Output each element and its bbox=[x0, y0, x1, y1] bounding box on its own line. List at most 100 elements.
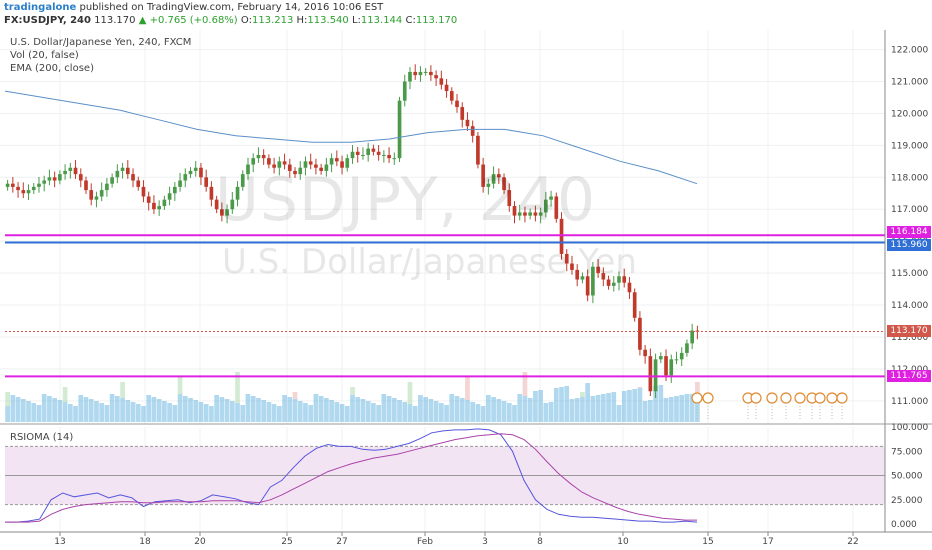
volume-bar bbox=[31, 403, 37, 422]
volume-bar bbox=[41, 394, 47, 422]
volume-bar bbox=[52, 398, 57, 422]
time-tick-label: 13 bbox=[54, 537, 65, 547]
candle-body bbox=[282, 161, 287, 165]
candle-body bbox=[679, 352, 684, 360]
volume-bar bbox=[695, 393, 700, 422]
candle-body bbox=[204, 177, 209, 187]
candle-body bbox=[622, 276, 627, 283]
candle-body bbox=[465, 119, 470, 127]
candle-body bbox=[638, 317, 642, 350]
volume-bar bbox=[527, 398, 533, 422]
candle-body bbox=[329, 158, 334, 165]
price-tick-label: 122.000 bbox=[891, 46, 928, 56]
economic-event-icon[interactable] bbox=[766, 392, 778, 404]
publish-info: tradingalone published on TradingView.co… bbox=[4, 2, 383, 13]
volume-bar bbox=[553, 388, 559, 422]
volume-bar bbox=[465, 377, 470, 400]
candle-body bbox=[324, 164, 329, 171]
volume-bar bbox=[371, 403, 376, 422]
volume-bar bbox=[543, 403, 549, 422]
candle-body bbox=[209, 186, 214, 200]
candle-body bbox=[319, 167, 323, 171]
economic-event-icon[interactable] bbox=[780, 392, 792, 404]
volume-bar bbox=[381, 394, 387, 422]
candle-body bbox=[517, 212, 522, 216]
candle-body bbox=[413, 71, 418, 76]
level-label-116: 116.184 bbox=[887, 226, 931, 238]
candle-body bbox=[11, 183, 15, 187]
volume-bar bbox=[88, 399, 94, 422]
volume-bar bbox=[491, 397, 496, 422]
volume-bar bbox=[512, 405, 517, 422]
time-tick-label: 10 bbox=[617, 537, 629, 547]
volume-bar bbox=[146, 395, 152, 422]
volume-bar bbox=[355, 397, 361, 422]
candle-body bbox=[58, 174, 62, 181]
volume-bar bbox=[261, 400, 267, 422]
economic-event-icon[interactable] bbox=[702, 392, 714, 404]
economic-event-icon[interactable] bbox=[750, 392, 762, 404]
economic-event-icon[interactable] bbox=[794, 392, 806, 404]
ema-legend[interactable]: EMA (200, close) bbox=[10, 63, 94, 74]
volume-bar bbox=[182, 396, 188, 422]
volume-bar bbox=[235, 403, 240, 422]
candle-body bbox=[366, 148, 371, 155]
candle-body bbox=[418, 71, 423, 76]
symbol-watermark: USDJPY, 240 bbox=[215, 165, 597, 235]
candle-body bbox=[350, 151, 355, 159]
volume-bar bbox=[470, 402, 476, 422]
volume-bar bbox=[397, 400, 402, 422]
candle-body bbox=[533, 212, 538, 216]
economic-event-icon[interactable] bbox=[691, 392, 703, 404]
candle-body bbox=[167, 193, 172, 200]
price-tick-label: 117.000 bbox=[891, 205, 928, 215]
price-tick-label: 120.000 bbox=[891, 109, 928, 119]
candle-body bbox=[120, 167, 125, 171]
candle-body bbox=[230, 199, 235, 210]
volume-bar bbox=[658, 385, 664, 422]
candle-body bbox=[664, 356, 668, 376]
rsi-axis[interactable]: 100.000 75.000 50.000 25.000 0.000 bbox=[891, 423, 928, 530]
volume-bar bbox=[114, 396, 120, 422]
candle-body bbox=[423, 71, 428, 73]
volume-bar bbox=[62, 387, 68, 402]
volume-bar bbox=[292, 392, 298, 399]
candle-body bbox=[193, 167, 198, 171]
low-label: L: bbox=[351, 15, 361, 26]
economic-event-icon[interactable] bbox=[826, 392, 838, 404]
economic-event-icon[interactable] bbox=[814, 392, 826, 404]
symbol-info: FX:USDJPY, 240 113.170 ▲ +0.765 (+0.68%)… bbox=[4, 15, 458, 26]
volume-bar bbox=[653, 386, 658, 422]
rsi-legend[interactable]: RSIOMA (14) bbox=[10, 432, 74, 443]
volume-bar bbox=[203, 404, 209, 422]
vol-legend[interactable]: Vol (20, false) bbox=[10, 50, 79, 61]
time-axis[interactable]: 13 18 20 25 27 Feb 3 8 10 15 17 22 bbox=[54, 532, 859, 547]
volume-bar bbox=[402, 402, 408, 422]
candle-body bbox=[382, 154, 386, 156]
volume-bar bbox=[496, 399, 502, 422]
level-label-115: 115.960 bbox=[887, 239, 931, 251]
candle-body bbox=[115, 170, 120, 178]
volume-bar bbox=[292, 399, 298, 422]
open-value: 113.213 bbox=[251, 15, 294, 26]
open-label: O: bbox=[240, 15, 252, 26]
time-tick-label: 22 bbox=[847, 537, 858, 547]
volume-bar bbox=[339, 404, 345, 422]
high-value: 113.540 bbox=[307, 15, 349, 26]
candle-body bbox=[658, 356, 663, 360]
volume-bar bbox=[188, 398, 193, 422]
chart-title: U.S. Dollar/Japanese Yen, 240, FXCM bbox=[10, 37, 192, 48]
author-link[interactable]: tradingalone bbox=[4, 2, 77, 13]
volume-bar bbox=[198, 402, 204, 422]
volume-bar bbox=[99, 403, 105, 422]
volume-bar bbox=[130, 402, 136, 422]
candle-body bbox=[523, 212, 527, 216]
candle-body bbox=[580, 276, 585, 280]
candle-body bbox=[434, 75, 438, 79]
volume-bar bbox=[83, 397, 89, 422]
candle-body bbox=[141, 186, 146, 197]
volume-bar bbox=[245, 394, 251, 422]
chart-canvas[interactable]: 122.000 121.000 120.000 119.000 118.000 117.0… bbox=[0, 30, 932, 550]
volume-bar bbox=[109, 394, 115, 422]
economic-event-icon[interactable] bbox=[836, 392, 848, 404]
